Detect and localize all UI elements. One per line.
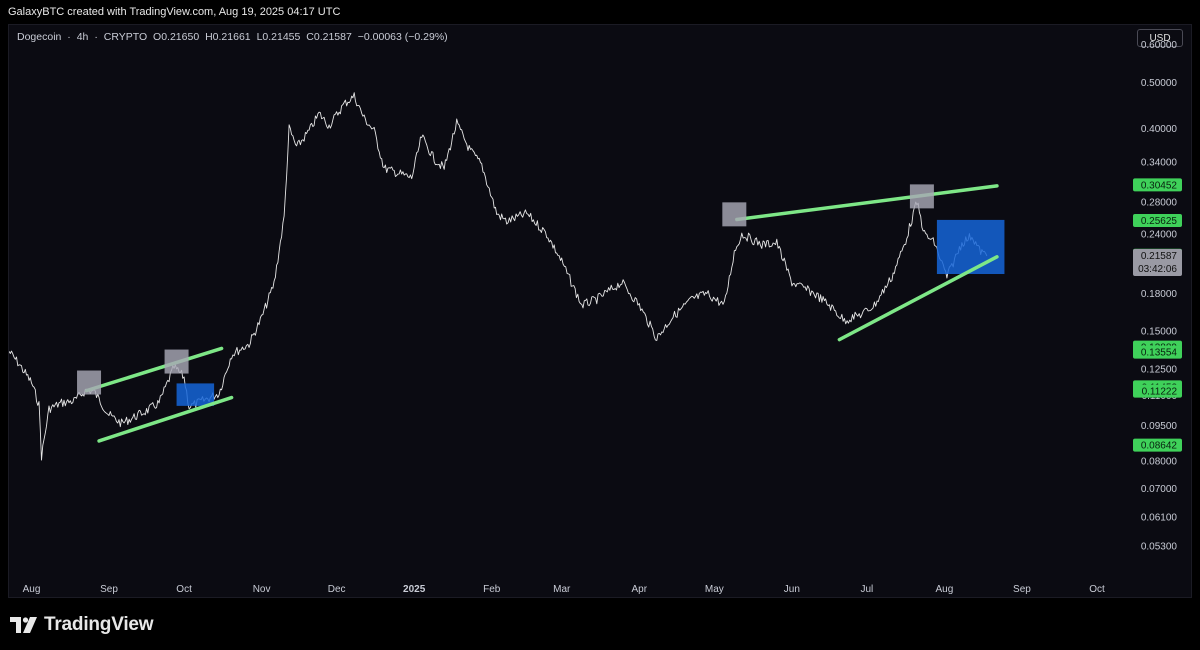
- brand-name: TradingView: [44, 614, 154, 635]
- touch-marker-3: [722, 202, 747, 227]
- x-axis-label: Dec: [328, 584, 346, 595]
- price-tag: [1133, 214, 1182, 228]
- x-axis-label: Oct: [176, 584, 192, 595]
- price-tag: [1133, 248, 1182, 276]
- consolidation-box-1: [176, 383, 215, 406]
- x-axis-label: Nov: [253, 584, 271, 595]
- ohlc-high: H0.21661: [205, 31, 251, 43]
- separator-dot: ·: [67, 31, 71, 43]
- ohlc-close: C0.21587: [306, 31, 352, 43]
- x-axis-label: Apr: [632, 584, 648, 595]
- y-axis-label: 0.24000: [1141, 230, 1178, 241]
- price-tag-label: 0.13554: [1141, 348, 1178, 359]
- x-axis-label: Jul: [860, 584, 873, 595]
- tradingview-brand[interactable]: TradingView: [10, 614, 154, 636]
- ohlc-open: O0.21650: [153, 31, 200, 43]
- trendline-1: [84, 346, 224, 393]
- x-axis-label: Mar: [553, 584, 571, 595]
- price-tag: [1133, 178, 1182, 192]
- price-line: [9, 92, 988, 461]
- consolidation-box-2: [936, 219, 1005, 275]
- tradingview-logo-icon: [10, 617, 37, 633]
- trendline-3: [735, 184, 999, 222]
- x-axis-label: 2025: [403, 584, 426, 595]
- price-tag-label: 0.11222: [1142, 387, 1178, 398]
- touch-marker-1: [77, 370, 102, 395]
- price-tag-label: 0.08642: [1141, 441, 1178, 452]
- y-axis-label: 0.07000: [1141, 484, 1178, 495]
- y-axis-label: 0.50000: [1141, 78, 1178, 89]
- x-axis-label: Aug: [936, 584, 954, 595]
- touch-marker-2: [164, 349, 189, 374]
- price-tag: [1133, 384, 1182, 398]
- symbol-interval[interactable]: 4h: [76, 31, 89, 43]
- y-axis-label: 0.34000: [1141, 158, 1178, 169]
- separator-dot: ·: [94, 31, 98, 43]
- price-tag-countdown: 03:42:06: [1138, 264, 1177, 275]
- ohlc-low: L0.21455: [256, 31, 301, 43]
- y-axis-label: 0.40000: [1141, 124, 1178, 135]
- x-axis-label: Oct: [1089, 584, 1105, 595]
- y-axis-label: 0.09500: [1141, 421, 1178, 432]
- x-axis-label: Sep: [1013, 584, 1031, 595]
- x-axis-label: Aug: [23, 584, 41, 595]
- price-tag-label: 0.21587: [1141, 251, 1178, 262]
- symbol-exchange: CRYPTO: [103, 31, 148, 43]
- price-tag-label: 0.25625: [1141, 216, 1178, 227]
- currency-button[interactable]: USD: [1137, 29, 1183, 47]
- price-tag-label: 0.30452: [1141, 180, 1178, 191]
- trendline-4: [837, 255, 999, 342]
- y-axis-label: 0.18000: [1141, 289, 1178, 300]
- price-tag: [1133, 345, 1182, 359]
- y-axis-label: 0.28000: [1141, 198, 1178, 209]
- price-tag: [1133, 438, 1182, 452]
- chart-attribution: GalaxyBTC created with TradingView.com, …: [8, 6, 341, 18]
- x-axis-label: Feb: [483, 584, 501, 595]
- x-axis-label: Sep: [100, 584, 118, 595]
- y-axis-label: 0.05300: [1141, 542, 1178, 553]
- y-axis-label: 0.06100: [1141, 513, 1178, 524]
- symbol-name[interactable]: Dogecoin: [17, 31, 62, 43]
- touch-marker-4: [909, 184, 934, 209]
- y-axis-label: 0.08000: [1141, 457, 1178, 468]
- x-axis-label: Jun: [784, 584, 800, 595]
- symbol-info: Dogecoin · 4h · CRYPTO O0.21650 H0.21661…: [17, 31, 451, 43]
- trendline-2: [97, 395, 234, 443]
- ohlc-change: −0.00063 (−0.29%): [357, 31, 448, 43]
- x-axis-label: May: [705, 584, 724, 595]
- y-axis-label: 0.15000: [1141, 327, 1178, 338]
- price-chart[interactable]: Aug Sep Oct Nov Dec 2025 Feb Mar Apr May Jun Jul Aug…: [9, 25, 1191, 597]
- chart-panel[interactable]: Dogecoin · 4h · CRYPTO O0.21650 H0.21661…: [8, 24, 1192, 598]
- y-axis-label: 0.12500: [1141, 364, 1178, 375]
- y-axis-label: 0.60000: [1141, 40, 1178, 51]
